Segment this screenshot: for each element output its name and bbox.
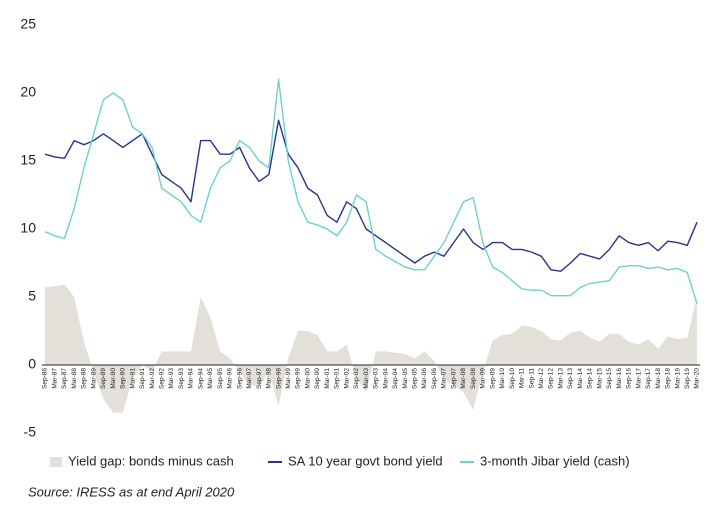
x-tick-label: Sep-04 (392, 368, 399, 389)
x-tick-label: Sep-01 (334, 368, 341, 389)
x-tick-label: Sep-10 (509, 368, 516, 389)
x-tick-label: Mar-07 (441, 368, 448, 389)
x-tick-label: Mar-92 (149, 368, 156, 389)
x-tick-label: Mar-03 (363, 368, 370, 389)
y-tick-label: 0 (28, 356, 36, 372)
x-tick-label: Mar-12 (538, 368, 545, 389)
x-tick-label: Sep-95 (217, 368, 224, 389)
x-tick-label: Sep-87 (61, 368, 68, 389)
x-tick-label: Sep-93 (178, 368, 185, 389)
x-tick-label: Sep-99 (295, 368, 302, 389)
x-tick-label: Mar-13 (557, 368, 564, 389)
x-tick-label: Mar-04 (382, 368, 389, 389)
x-tick-label: Sep-06 (431, 368, 438, 389)
x-tick-label: Sep-11 (528, 368, 535, 389)
x-tick-label: Mar-98 (266, 368, 273, 389)
x-tick-label: Sep-90 (120, 368, 127, 389)
x-tick-label: Mar-97 (246, 368, 253, 389)
x-tick-label: Sep-07 (450, 368, 457, 389)
x-tick-label: Sep-02 (353, 368, 360, 389)
x-tick-label: Mar-16 (616, 368, 623, 389)
y-tick-label: 20 (20, 84, 36, 100)
x-tick-label: Sep-19 (684, 368, 691, 389)
x-tick-label: Sep-98 (275, 368, 282, 389)
x-tick-label: Sep-05 (412, 368, 419, 389)
x-tick-label: Mar-06 (421, 368, 428, 389)
x-tick-label: Sep-09 (489, 368, 496, 389)
x-tick-label: Mar-95 (207, 368, 214, 389)
x-tick-label: Sep-03 (373, 368, 380, 389)
x-tick-label: Sep-17 (645, 368, 652, 389)
x-tick-label: Sep-13 (567, 368, 574, 389)
y-tick-label: 15 (20, 152, 36, 168)
x-tick-label: Mar-20 (694, 368, 701, 389)
legend-swatch (50, 457, 62, 467)
x-tick-label: Mar-93 (168, 368, 175, 389)
x-tick-label: Mar-01 (324, 368, 331, 389)
x-tick-label: Sep-88 (81, 368, 88, 389)
x-tick-label: Mar-18 (655, 368, 662, 389)
x-tick-label: Sep-89 (100, 368, 107, 389)
x-tick-label: Sep-97 (256, 368, 263, 389)
x-tick-label: Mar-88 (71, 368, 78, 389)
x-tick-label: Sep-12 (548, 368, 555, 389)
y-tick-label: 5 (28, 288, 36, 304)
x-tick-label: Mar-00 (304, 368, 311, 389)
yield-line (44, 119, 698, 272)
x-tick-label: Sep-18 (665, 368, 672, 389)
yield-gap-area (45, 284, 697, 413)
y-tick-label: 25 (20, 16, 36, 32)
x-tick-label: Sep-94 (197, 368, 204, 389)
x-tick-label: Sep-86 (42, 368, 49, 389)
x-tick-label: Mar-87 (51, 368, 58, 389)
legend-label: 3-month Jibar yield (cash) (480, 453, 630, 468)
x-tick-label: Mar-08 (460, 368, 467, 389)
x-tick-label: Sep-14 (587, 368, 594, 389)
x-tick-label: Mar-91 (129, 368, 136, 389)
x-tick-label: Mar-02 (343, 368, 350, 389)
x-tick-label: Sep-15 (606, 368, 613, 389)
x-tick-label: Mar-14 (577, 368, 584, 389)
legend-label: SA 10 year govt bond yield (288, 453, 443, 468)
x-tick-label: Sep-91 (139, 368, 146, 389)
x-tick-label: Mar-19 (674, 368, 681, 389)
x-tick-label: Mar-90 (110, 368, 117, 389)
y-tick-label: -5 (24, 424, 37, 440)
x-tick-label: Mar-09 (480, 368, 487, 389)
x-tick-label: Mar-94 (188, 368, 195, 389)
yield-line (44, 78, 698, 305)
x-tick-label: Mar-17 (635, 368, 642, 389)
x-tick-label: Mar-89 (90, 368, 97, 389)
source-note: Source: IRESS as at end April 2020 (28, 484, 235, 499)
y-tick-label: 10 (20, 220, 36, 236)
x-tick-label: Sep-08 (470, 368, 477, 389)
x-tick-label: Sep-92 (158, 368, 165, 389)
x-tick-label: Mar-05 (402, 368, 409, 389)
x-tick-label: Mar-11 (519, 368, 526, 388)
x-tick-label: Mar-10 (499, 368, 506, 389)
x-tick-label: Sep-16 (626, 368, 633, 389)
x-tick-label: Mar-99 (285, 368, 292, 389)
legend-label: Yield gap: bonds minus cash (68, 453, 234, 468)
x-tick-label: Mar-96 (227, 368, 234, 389)
x-tick-label: Sep-00 (314, 368, 321, 389)
x-tick-label: Sep-96 (236, 368, 243, 389)
x-tick-label: Mar-15 (596, 368, 603, 389)
